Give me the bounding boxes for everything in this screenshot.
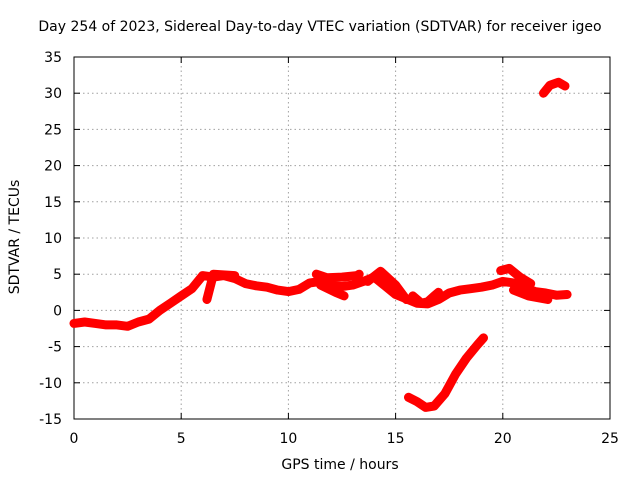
x-tick-label: 5 — [177, 431, 186, 447]
x-tick-label: 10 — [279, 431, 297, 447]
chart-title: Day 254 of 2023, Sidereal Day-to-day VTE… — [38, 19, 602, 35]
y-tick-label: 10 — [44, 231, 62, 247]
x-axis-label: GPS time / hours — [281, 457, 399, 473]
y-tick-label: -10 — [39, 376, 62, 392]
series-line-trace-16.2h — [408, 287, 443, 308]
series-line-trace-21.5h — [509, 285, 553, 304]
series-line-upper-arc — [539, 77, 570, 98]
y-tick-label: -5 — [48, 340, 62, 356]
y-tick-label: 25 — [44, 122, 62, 138]
series-group — [69, 77, 572, 412]
y-tick-label: 20 — [44, 159, 62, 175]
series-line-trace-14h — [363, 266, 411, 304]
x-tick-label: 15 — [387, 431, 405, 447]
series-line-trace-11.5h — [311, 269, 364, 283]
series-line-trace-20h — [496, 263, 536, 289]
y-tick-label: 15 — [44, 195, 62, 211]
y-tick-label: 30 — [44, 86, 62, 102]
y-tick-label: -15 — [39, 412, 62, 428]
y-axis-label: SDTVAR / TECUs — [7, 179, 23, 295]
x-tick-label: 0 — [70, 431, 79, 447]
grid — [74, 57, 610, 419]
y-tick-label: 35 — [44, 50, 62, 66]
x-tick-label: 20 — [494, 431, 512, 447]
series-line-trace-5.8h — [202, 269, 240, 304]
y-tick-label: 5 — [53, 267, 62, 283]
y-tick-label: 0 — [53, 303, 62, 319]
series-line-negative-arc — [404, 333, 488, 412]
series-line-trace-12.2h — [316, 280, 349, 301]
ticks: 0 5 10 15 20 25 -15 -10 -5 0 5 10 15 20 25 30 35 — [39, 50, 619, 447]
x-tick-label: 25 — [601, 431, 619, 447]
